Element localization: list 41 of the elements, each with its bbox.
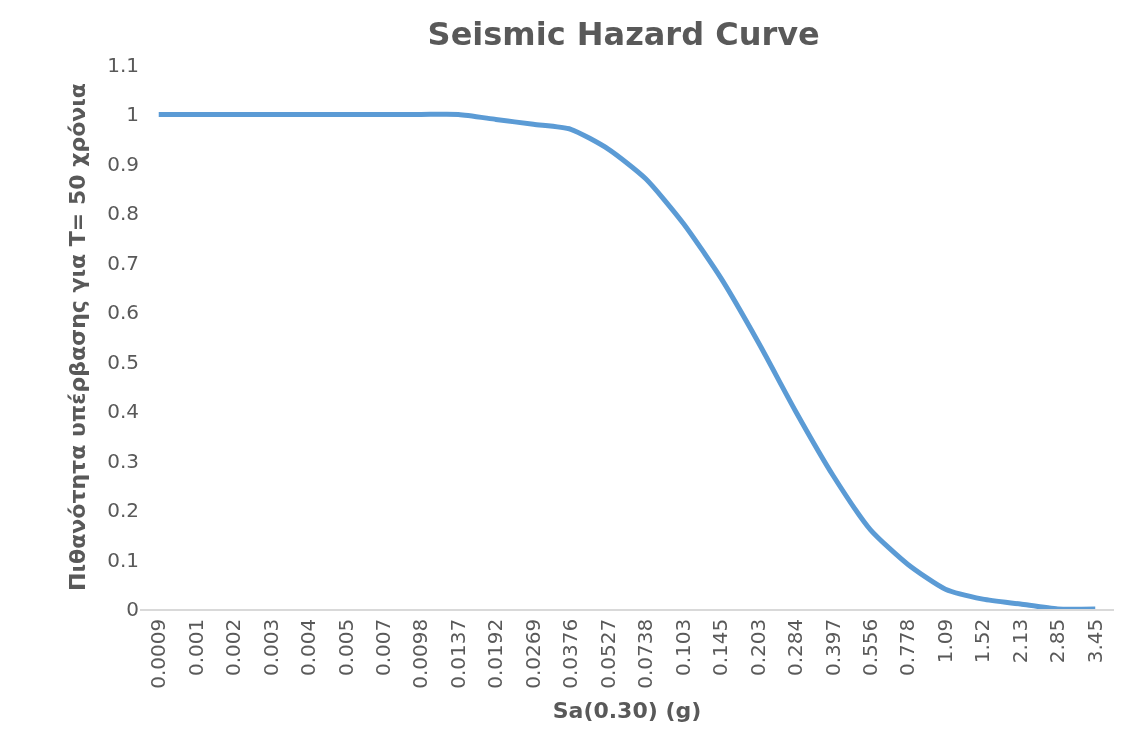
x-tick-label: 0.103: [670, 618, 695, 677]
y-tick-label: 0.4: [107, 399, 139, 424]
y-tick-label: 0.2: [107, 498, 139, 523]
y-axis-title: Πιθανότητα υπέρβασης για T= 50 χρόνια: [64, 83, 90, 591]
x-tick-label: 0.004: [296, 618, 321, 677]
x-tick-label: 0.284: [783, 618, 808, 677]
x-tick-label: 0.0527: [595, 618, 620, 689]
x-tick-label: 0.007: [371, 618, 395, 677]
x-tick-label: 0.0009: [146, 618, 171, 689]
x-tick-label: 3.45: [1082, 618, 1107, 664]
y-tick-label: 0.9: [107, 151, 139, 176]
y-tick-label: 0.6: [107, 300, 139, 325]
x-tick-label: 0.778: [895, 618, 920, 677]
y-tick-label: 0.7: [107, 250, 139, 275]
y-tick-label: 0.1: [107, 547, 139, 572]
y-tick-label: 0.5: [107, 349, 139, 374]
x-tick-label: 0.001: [183, 618, 208, 677]
x-tick-label: 0.0137: [445, 618, 470, 689]
x-tick-label: 1.09: [932, 618, 957, 664]
chart-title: Seismic Hazard Curve: [427, 14, 820, 53]
y-tick-label: 0.8: [107, 201, 139, 226]
y-tick-label: 0: [126, 597, 139, 621]
y-tick-label: 1.1: [107, 53, 139, 77]
x-tick-label: 0.005: [333, 618, 358, 677]
x-tick-label: 1.52: [970, 618, 995, 664]
x-tick-label: 0.0269: [520, 618, 545, 689]
y-tick-label: 0.3: [107, 448, 139, 473]
x-tick-label: 0.203: [745, 618, 770, 677]
x-tick-label: 0.003: [258, 618, 283, 677]
x-tick-label: 0.0192: [483, 618, 508, 689]
x-tick-label: 0.556: [858, 618, 882, 677]
x-tick-label: 0.145: [708, 618, 733, 677]
x-tick-label: 0.0376: [558, 618, 583, 689]
y-tick-label: 1: [126, 102, 139, 127]
x-tick-label: 2.13: [1007, 618, 1032, 664]
x-tick-label: 0.002: [221, 618, 246, 677]
x-tick-label: 0.0098: [408, 618, 433, 689]
x-tick-label: 0.0738: [633, 618, 658, 689]
x-tick-label: 2.85: [1045, 618, 1070, 664]
x-tick-label: 0.397: [820, 618, 845, 677]
x-axis-title: Sa(0.30) (g): [552, 698, 702, 724]
